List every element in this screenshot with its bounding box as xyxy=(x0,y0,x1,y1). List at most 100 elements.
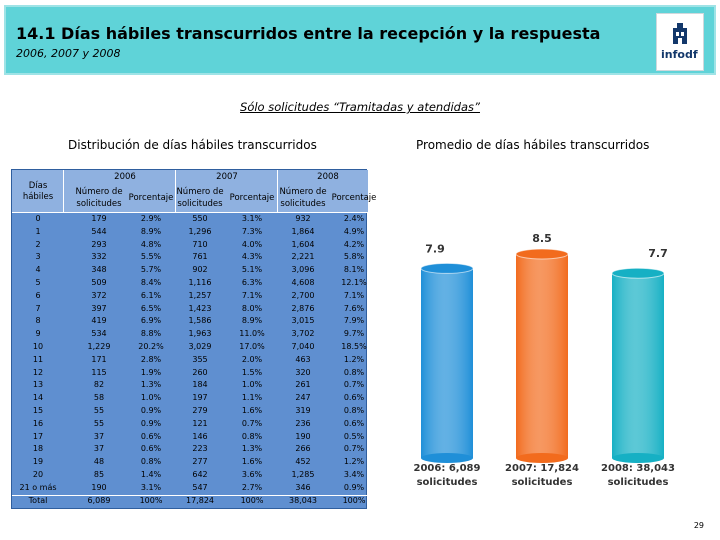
value-label-2008: 7.7 xyxy=(648,247,668,260)
total-cell: 100% xyxy=(139,495,163,505)
total-cell: 38,043 xyxy=(289,495,317,505)
bar-top xyxy=(420,262,474,274)
table-cell: 10 xyxy=(32,342,44,351)
distribution-table: Días hábiles 2006 Número de solicitudes Porce… xyxy=(11,169,376,509)
total-cell: Total xyxy=(28,495,48,505)
table-cell: 7.6% xyxy=(343,303,365,313)
num-header-line1: Número de xyxy=(75,187,123,197)
table-cell: 1.6% xyxy=(241,406,263,415)
table-cell: 18 xyxy=(32,444,44,454)
table-cell: 397 xyxy=(91,303,107,313)
table-cell: 932 xyxy=(295,214,311,223)
table-cell: 1.0% xyxy=(140,393,162,403)
table-cell: 1 xyxy=(35,226,41,236)
header-divider xyxy=(63,170,64,212)
table-cell: 319 xyxy=(295,406,311,415)
table-cell: 1.9% xyxy=(140,367,162,377)
table-cell: 7.1% xyxy=(343,290,365,300)
table-cell: 2.8% xyxy=(140,354,162,364)
table-cell: 4.3% xyxy=(241,252,263,262)
table-cell: 6.3% xyxy=(241,278,263,287)
table-cell: 0.8% xyxy=(343,367,365,377)
table-cell: 509 xyxy=(91,278,107,287)
pct-header: Porcentaje xyxy=(229,193,275,203)
table-cell: 1,285 xyxy=(291,470,315,479)
table-cell: 902 xyxy=(192,265,208,275)
table-cell: 1.5% xyxy=(241,367,263,377)
table-cell: 0.6% xyxy=(343,418,365,428)
table-cell: 1,864 xyxy=(291,226,315,236)
table-cell: 0 xyxy=(35,214,41,223)
year-header: 2008 xyxy=(317,172,339,182)
table-cell: 1,116 xyxy=(188,278,212,287)
pct-header: Porcentaje xyxy=(128,193,174,203)
table-cell: 346 xyxy=(295,482,311,492)
table-cell: 0.6% xyxy=(140,444,162,454)
table-cell: 2.7% xyxy=(241,482,263,492)
header-rule xyxy=(12,212,368,213)
logo-text: infodf xyxy=(661,48,698,61)
table-cell: 3,029 xyxy=(188,342,212,351)
table-cell: 7.9% xyxy=(343,316,365,326)
table-cell: 9 xyxy=(35,329,41,339)
table-cell: 320 xyxy=(295,367,311,377)
table-cell: 20 xyxy=(32,470,44,479)
table-cell: 1.2% xyxy=(343,457,365,467)
table-cell: 7.1% xyxy=(241,290,263,300)
table-cell: 5.5% xyxy=(140,252,162,262)
page-number: 29 xyxy=(693,521,704,530)
table-cell: 146 xyxy=(192,431,208,441)
table-cell: 1,423 xyxy=(188,303,212,313)
table-cell: 8.9% xyxy=(140,226,162,236)
table-cell: 0.9% xyxy=(343,482,365,492)
header-divider xyxy=(277,170,278,212)
table-cell: 3,096 xyxy=(291,265,315,275)
table-cell: 179 xyxy=(91,214,107,223)
num-header-line1: Número de xyxy=(176,187,224,197)
table-cell: 4.2% xyxy=(343,239,365,249)
table-cell: 247 xyxy=(295,393,311,403)
table-cell: 550 xyxy=(192,214,208,223)
table-cell: 1.0% xyxy=(241,380,263,390)
total-rule xyxy=(12,494,368,496)
table-cell: 1.3% xyxy=(241,444,263,454)
table-cell: 0.7% xyxy=(241,418,263,428)
total-cell: 100% xyxy=(240,495,264,505)
table-cell: 0.7% xyxy=(343,380,365,390)
table-cell: 0.7% xyxy=(343,444,365,454)
table-cell: 11.0% xyxy=(239,329,265,339)
table-cell: 2,700 xyxy=(291,290,315,300)
table-cell: 8.0% xyxy=(241,303,263,313)
table-cell: 14 xyxy=(32,393,44,403)
num-header-line2: solicitudes xyxy=(280,199,326,209)
table-cell: 48 xyxy=(93,457,105,467)
table-cell: 0.8% xyxy=(343,406,365,415)
table-cell: 277 xyxy=(192,457,208,467)
bar-2008 xyxy=(611,267,665,463)
table-cell: 12 xyxy=(32,367,44,377)
table-cell: 2,876 xyxy=(291,303,315,313)
table-cell: 0.8% xyxy=(241,431,263,441)
table-cell: 17.0% xyxy=(239,342,265,351)
dias-header-line1: Días xyxy=(28,181,48,191)
table-cell: 0.6% xyxy=(140,431,162,441)
table-cell: 0.9% xyxy=(140,418,162,428)
table-cell: 85 xyxy=(93,470,105,479)
total-cell: 6,089 xyxy=(87,495,111,505)
table-cell: 3 xyxy=(35,252,41,262)
table-cell: 266 xyxy=(295,444,311,454)
table-cell: 12.1% xyxy=(341,278,367,287)
table-cell: 3,015 xyxy=(291,316,315,326)
bar-shine xyxy=(421,268,473,458)
table-cell: 1.6% xyxy=(241,457,263,467)
table-cell: 5.1% xyxy=(241,265,263,275)
chart-title: Promedio de días hábiles transcurridos xyxy=(416,138,650,152)
table-cell: 5.8% xyxy=(343,252,365,262)
table-cell: 7,040 xyxy=(291,342,315,351)
table-cell: 2.9% xyxy=(140,214,162,223)
table-cell: 4.8% xyxy=(140,239,162,249)
table-cell: 115 xyxy=(91,367,107,377)
table-cell: 761 xyxy=(192,252,208,262)
table-cell: 1,586 xyxy=(188,316,212,326)
bar-base xyxy=(612,453,664,463)
